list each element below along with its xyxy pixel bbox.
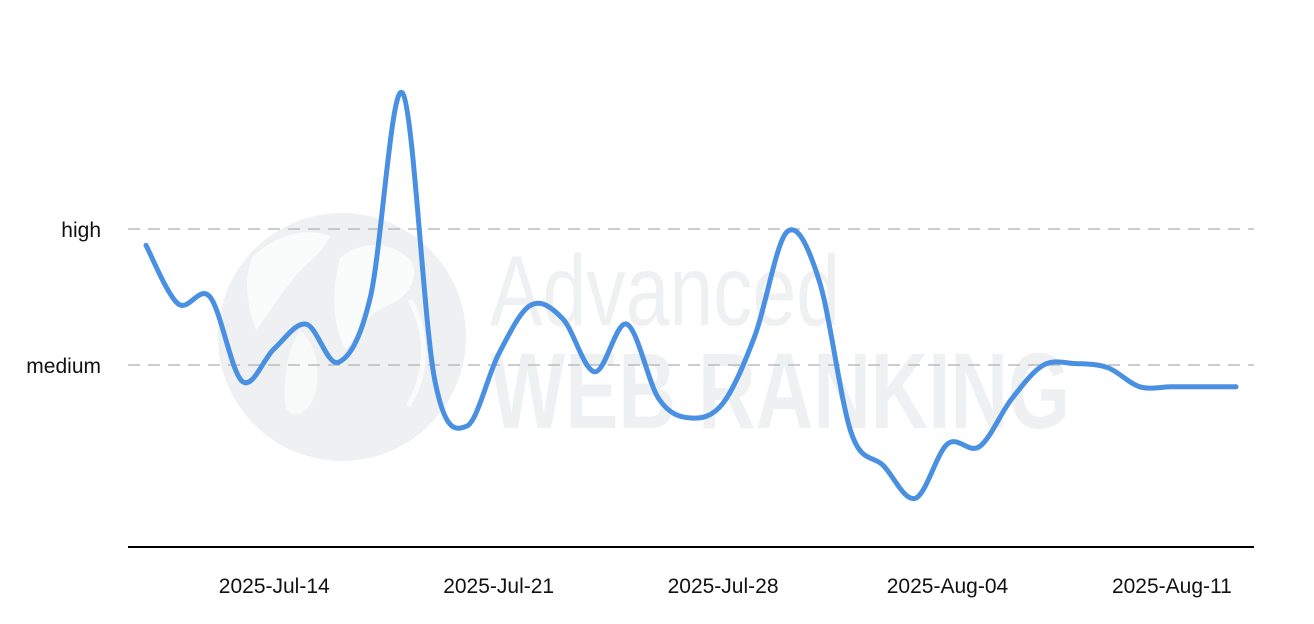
x-axis-labels: 2025-Jul-14 2025-Jul-21 2025-Jul-28 2025-Au…: [219, 575, 1232, 598]
y-tick-label-medium: medium: [26, 355, 101, 378]
watermark-line1: Advanced: [490, 235, 840, 347]
x-tick-label: 2025-Jul-21: [443, 575, 554, 598]
series-group: [143, 90, 1239, 501]
x-tick-label: 2025-Aug-11: [1112, 575, 1232, 598]
x-tick-label: 2025-Jul-14: [219, 575, 330, 598]
watermark: Advanced WEB RANKING: [218, 213, 1070, 461]
series-line: [143, 90, 1239, 501]
x-tick-label: 2025-Jul-28: [668, 575, 779, 598]
x-tick-label: 2025-Aug-04: [887, 575, 1009, 598]
globe-icon: [218, 213, 466, 461]
grid-lines: [128, 228, 1254, 366]
y-axis-labels: high medium: [26, 219, 101, 378]
watermark-line2: WEB RANKING: [490, 330, 1070, 451]
y-tick-label-high: high: [61, 219, 101, 242]
